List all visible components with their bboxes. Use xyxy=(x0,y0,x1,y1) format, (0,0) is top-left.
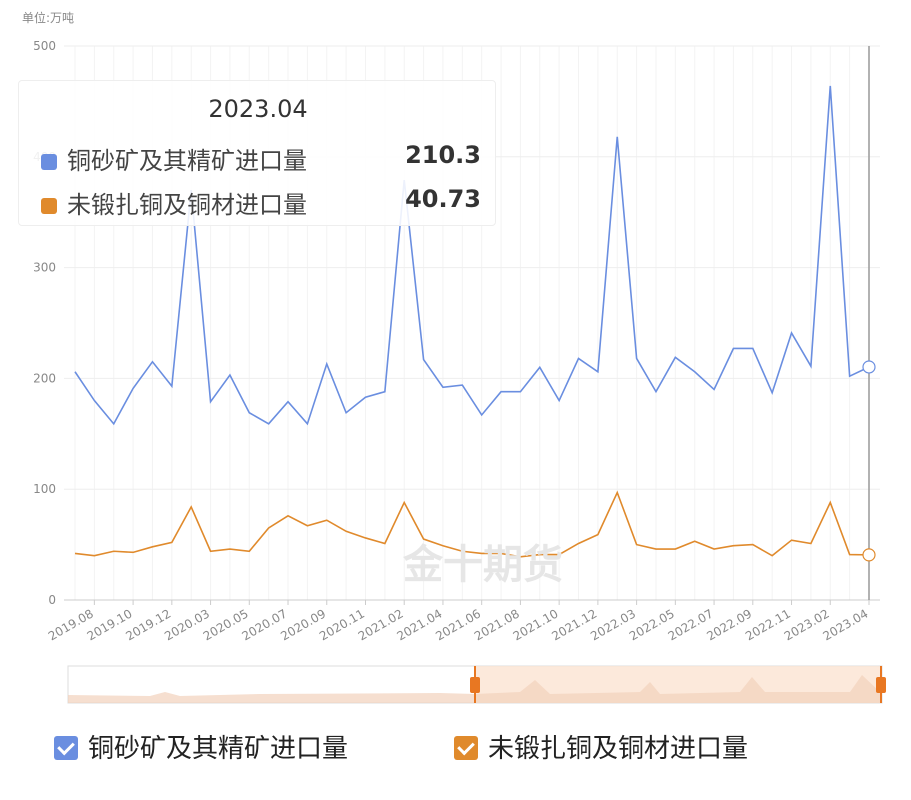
zoom-handle[interactable] xyxy=(876,677,886,693)
hover-point xyxy=(862,548,876,562)
series-line xyxy=(74,490,870,558)
tooltip-value: 40.73 xyxy=(405,185,481,213)
hover-point xyxy=(862,360,876,374)
tooltip-value: 210.3 xyxy=(405,141,481,169)
tooltip-row: 铜砂矿及其精矿进口量 210.3 xyxy=(41,141,481,176)
y-axis-label: 单位:万吨 xyxy=(22,10,74,25)
y-tick-label: 500 xyxy=(33,39,56,53)
legend-label: 铜砂矿及其精矿进口量 xyxy=(88,734,349,764)
tooltip-row: 未锻扎铜及铜材进口量 40.73 xyxy=(41,185,481,220)
tooltip-swatch xyxy=(41,198,57,214)
data-zoom[interactable] xyxy=(67,665,886,704)
legend-checkbox[interactable] xyxy=(454,736,478,760)
legend-label: 未锻扎铜及铜材进口量 xyxy=(488,734,749,764)
tooltip-name: 未锻扎铜及铜材进口量 xyxy=(67,191,307,219)
legend-checkbox[interactable] xyxy=(54,736,78,760)
legend-item[interactable]: 未锻扎铜及铜材进口量 xyxy=(454,728,748,765)
tooltip-swatch xyxy=(41,154,57,170)
watermark: 金十期货 xyxy=(402,542,563,588)
tooltip: 2023.04 铜砂矿及其精矿进口量 210.3 未锻扎铜及铜材进口量 40.73 xyxy=(18,80,496,226)
tooltip-name: 铜砂矿及其精矿进口量 xyxy=(67,147,307,175)
legend-item[interactable]: 铜砂矿及其精矿进口量 xyxy=(54,728,348,765)
tooltip-title: 2023.04 xyxy=(208,95,308,123)
series-line xyxy=(74,85,870,426)
y-tick-label: 100 xyxy=(33,482,56,496)
y-tick-label: 0 xyxy=(48,593,56,607)
zoom-preview xyxy=(68,675,882,703)
y-tick-label: 300 xyxy=(33,261,56,275)
x-tick-label: 2023.04 xyxy=(821,606,871,643)
chart: 01002003004005002019.082019.102019.12202… xyxy=(22,10,886,704)
zoom-handle[interactable] xyxy=(470,677,480,693)
y-tick-label: 200 xyxy=(33,371,56,385)
